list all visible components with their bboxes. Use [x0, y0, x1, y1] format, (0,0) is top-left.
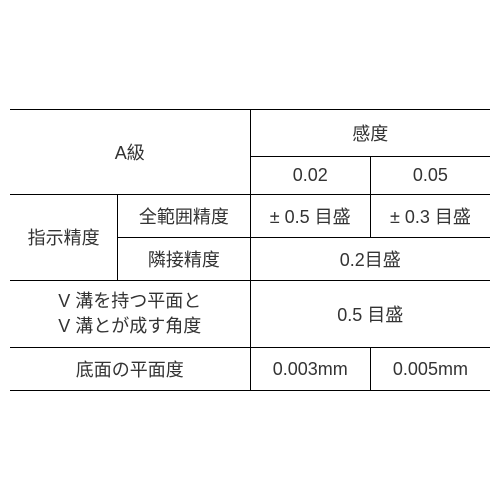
row-full-range: 指示精度 全範囲精度 ± 0.5 目盛 ± 0.3 目盛	[10, 194, 490, 237]
flatness-val2: 0.005mm	[370, 348, 490, 391]
indication-accuracy-label: 指示精度	[10, 194, 118, 280]
row-v-groove: V 溝を持つ平面と V 溝とが成す角度 0.5 目盛	[10, 280, 490, 347]
header-row-1: A級 感度	[10, 109, 490, 156]
full-range-val1: ± 0.5 目盛	[250, 194, 370, 237]
flatness-val1: 0.003mm	[250, 348, 370, 391]
sensitivity-header: 感度	[250, 109, 490, 156]
spec-table-container: A級 感度 0.02 0.05 指示精度 全範囲精度 ± 0.5 目盛 ± 0.…	[10, 109, 490, 391]
sens-col-2: 0.05	[370, 156, 490, 194]
spec-table: A級 感度 0.02 0.05 指示精度 全範囲精度 ± 0.5 目盛 ± 0.…	[10, 109, 490, 391]
adjacent-val: 0.2目盛	[250, 237, 490, 280]
full-range-label: 全範囲精度	[118, 194, 250, 237]
v-groove-label-line1: V 溝を持つ平面と	[58, 291, 201, 311]
v-groove-label: V 溝を持つ平面と V 溝とが成す角度	[10, 280, 250, 347]
sens-col-1: 0.02	[250, 156, 370, 194]
flatness-label: 底面の平面度	[10, 348, 250, 391]
adjacent-label: 隣接精度	[118, 237, 250, 280]
v-groove-val: 0.5 目盛	[250, 280, 490, 347]
full-range-val2: ± 0.3 目盛	[370, 194, 490, 237]
grade-header: A級	[10, 109, 250, 194]
v-groove-label-line2: V 溝とが成す角度	[58, 316, 201, 336]
row-flatness: 底面の平面度 0.003mm 0.005mm	[10, 348, 490, 391]
